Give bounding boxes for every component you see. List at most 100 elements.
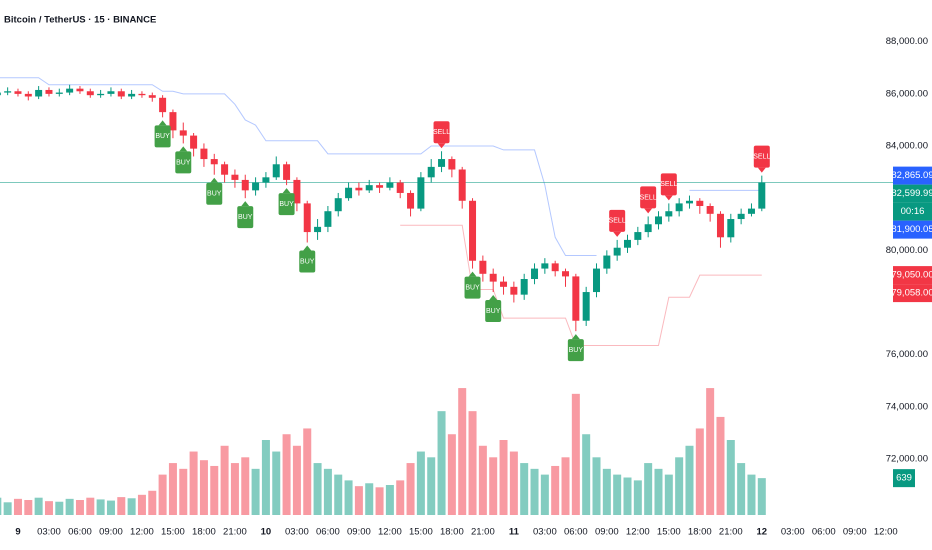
- volume-bar: [199, 460, 208, 515]
- signal-pointer: [210, 177, 219, 183]
- volume-bar: [282, 434, 291, 515]
- candle-body: [190, 135, 198, 149]
- volume-bar: [137, 494, 146, 515]
- x-tick-label: 21:00: [719, 527, 743, 538]
- volume-bar: [416, 451, 425, 515]
- y-tick-label: 72,000.00: [886, 453, 928, 464]
- candle-body: [14, 91, 22, 94]
- signal-box: [278, 193, 295, 216]
- x-tick-label: 09:00: [99, 527, 123, 538]
- plot-area: BUYBUYBUYBUYBUYBUYSELLBUYBUYBUYSELLSELLS…: [0, 77, 893, 515]
- x-tick-label: 09:00: [595, 527, 619, 538]
- candle-body: [159, 97, 167, 113]
- volume-bar: [385, 485, 394, 515]
- candle-body: [221, 164, 229, 175]
- candle-body: [438, 159, 446, 167]
- volume-bar: [747, 474, 756, 515]
- candle-body: [66, 88, 74, 93]
- volume-bar: [520, 463, 529, 515]
- x-tick-label: 06:00: [812, 527, 836, 538]
- candle-body: [489, 273, 497, 282]
- volume-bar: [158, 474, 167, 515]
- signal-label: BUY: [207, 191, 222, 198]
- signal-pointer: [613, 231, 622, 237]
- x-tick-label: 10: [261, 527, 272, 538]
- candle-body: [376, 185, 384, 188]
- volume-bar: [644, 463, 653, 515]
- candle-body: [407, 192, 415, 209]
- signal-box: [640, 186, 657, 209]
- candle-body: [76, 88, 84, 92]
- candle-body: [334, 198, 342, 212]
- x-tick-label: 18:00: [688, 527, 712, 538]
- signal-pointer: [437, 143, 446, 149]
- volume-bar: [623, 477, 632, 515]
- x-tick-label: 15:00: [161, 527, 185, 538]
- candle-body: [24, 93, 32, 97]
- signal-pointer: [282, 188, 291, 194]
- volume-bar: [3, 502, 12, 515]
- candle-body: [582, 292, 590, 321]
- candle-body: [706, 206, 714, 214]
- price-tag: [893, 166, 932, 185]
- candle-body: [200, 148, 208, 160]
- candle-body: [252, 182, 260, 191]
- signal-label: BUY: [155, 133, 170, 140]
- price-tag-label: 82,865.09: [891, 170, 932, 181]
- candle-body: [86, 91, 94, 96]
- x-tick-label: 11: [509, 527, 520, 538]
- x-tick-label: 12:00: [874, 527, 898, 538]
- volume-bar: [65, 498, 74, 515]
- volume-bar: [633, 480, 642, 515]
- candle-body: [448, 159, 456, 170]
- signal-box: [433, 121, 450, 144]
- signal-label: SELL: [753, 153, 770, 160]
- candle-body: [345, 187, 353, 199]
- volume-bar: [509, 451, 518, 515]
- volume-bar: [499, 440, 508, 515]
- candle-body: [696, 200, 704, 206]
- candle-body: [179, 130, 187, 136]
- volume-bar: [571, 393, 580, 515]
- signal-pointer: [303, 245, 312, 251]
- signal-pointer: [468, 271, 477, 277]
- y-tick-label: 84,000.00: [886, 141, 928, 152]
- volume-bar: [375, 487, 384, 515]
- signal-label: BUY: [465, 284, 480, 291]
- volume-bar: [127, 498, 136, 515]
- volume-bar: [592, 457, 601, 515]
- volume-bar: [582, 434, 591, 515]
- candle-body: [520, 279, 528, 295]
- candle-body: [303, 203, 311, 233]
- volume-bar: [468, 411, 477, 515]
- candle-body: [551, 263, 559, 272]
- candle-body: [293, 179, 301, 204]
- y-tick-label: 88,000.00: [886, 36, 928, 47]
- candle-body: [365, 185, 373, 191]
- signal-box: [485, 300, 502, 323]
- signal-label: SELL: [433, 129, 450, 136]
- x-tick-label: 21:00: [223, 527, 247, 538]
- volume-bar: [230, 463, 239, 515]
- volume-bar: [303, 428, 312, 515]
- candle-body: [231, 174, 239, 180]
- price-tag: [893, 220, 932, 239]
- volume-bar: [210, 465, 219, 515]
- volume-bar: [530, 468, 539, 515]
- volume-bar: [34, 497, 43, 515]
- candle-body: [654, 216, 662, 225]
- signal-label: SELL: [660, 181, 677, 188]
- signal-pointer: [179, 146, 188, 152]
- x-tick-label: 18:00: [440, 527, 464, 538]
- signal-label: SELL: [640, 194, 657, 201]
- y-tick-label: 86,000.00: [886, 88, 928, 99]
- signal-label: BUY: [176, 159, 191, 166]
- x-tick-label: 03:00: [781, 527, 805, 538]
- volume-bar: [334, 474, 343, 515]
- volume-bar: [437, 411, 446, 515]
- volume-bar: [447, 434, 456, 515]
- volume-bar: [561, 457, 570, 515]
- x-tick-label: 03:00: [37, 527, 61, 538]
- volume-bar: [106, 500, 115, 515]
- signal-label: SELL: [609, 218, 626, 225]
